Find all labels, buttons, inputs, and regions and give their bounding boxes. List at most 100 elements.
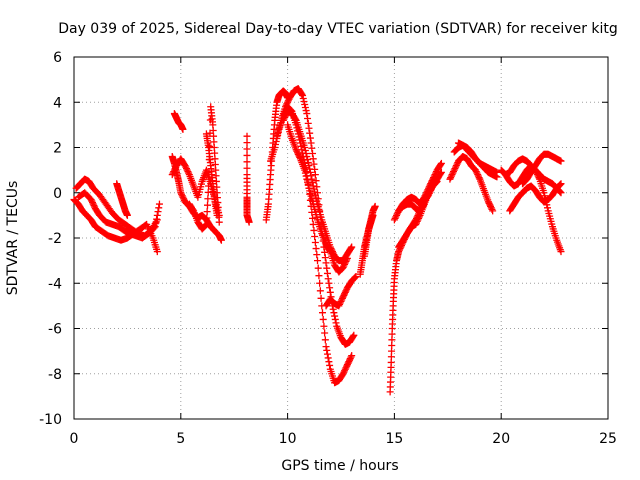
data-point bbox=[430, 174, 438, 182]
data-point bbox=[341, 259, 349, 267]
data-point bbox=[343, 361, 351, 369]
series-track-o bbox=[284, 121, 351, 276]
data-point bbox=[305, 124, 313, 132]
data-point bbox=[281, 113, 289, 121]
data-point bbox=[324, 275, 332, 283]
y-tick-label: 0 bbox=[53, 186, 62, 202]
data-point bbox=[320, 322, 328, 330]
data-point bbox=[326, 288, 334, 296]
data-point bbox=[87, 196, 95, 204]
data-point bbox=[352, 272, 360, 280]
data-point bbox=[344, 359, 352, 367]
data-point bbox=[324, 354, 332, 362]
data-point bbox=[488, 205, 496, 213]
data-point bbox=[321, 248, 329, 256]
data-point bbox=[189, 206, 197, 214]
data-point bbox=[543, 204, 551, 212]
series-track-p bbox=[322, 272, 360, 310]
data-point bbox=[205, 182, 213, 190]
x-tick-label: 10 bbox=[279, 431, 297, 447]
data-point bbox=[217, 236, 225, 244]
data-point bbox=[310, 185, 318, 193]
data-point bbox=[474, 172, 482, 180]
data-point bbox=[450, 166, 458, 174]
data-point bbox=[279, 116, 287, 124]
data-point bbox=[183, 166, 191, 174]
data-point bbox=[296, 153, 304, 161]
data-point bbox=[446, 175, 454, 183]
series-track-x bbox=[446, 153, 497, 215]
data-point bbox=[185, 169, 193, 177]
data-point bbox=[347, 353, 355, 361]
data-point bbox=[413, 217, 421, 225]
data-point bbox=[331, 315, 339, 323]
data-point bbox=[437, 168, 445, 176]
data-point bbox=[487, 202, 495, 210]
data-point bbox=[294, 149, 302, 157]
data-point bbox=[311, 191, 319, 199]
data-point bbox=[271, 140, 279, 148]
data-point bbox=[322, 259, 330, 267]
data-point bbox=[323, 350, 331, 358]
data-point bbox=[292, 146, 300, 154]
data-point bbox=[557, 157, 565, 165]
data-point bbox=[301, 169, 309, 177]
data-point bbox=[311, 232, 319, 240]
chart-title: Day 039 of 2025, Sidereal Day-to-day VTE… bbox=[58, 21, 618, 37]
data-point bbox=[203, 214, 211, 222]
data-point bbox=[343, 254, 351, 262]
data-points bbox=[70, 85, 565, 396]
data-point bbox=[181, 162, 189, 170]
data-point bbox=[431, 171, 439, 179]
data-point bbox=[178, 192, 186, 200]
data-point bbox=[304, 159, 312, 167]
data-point bbox=[432, 178, 440, 186]
data-point bbox=[311, 239, 319, 247]
data-point bbox=[346, 355, 354, 363]
data-point bbox=[341, 288, 349, 296]
data-point bbox=[449, 168, 457, 176]
data-point bbox=[202, 220, 210, 228]
data-point bbox=[472, 168, 480, 176]
data-point bbox=[484, 198, 492, 206]
data-point bbox=[533, 169, 541, 177]
data-point bbox=[452, 163, 460, 171]
data-point bbox=[429, 175, 437, 183]
data-point bbox=[420, 201, 428, 209]
data-point bbox=[301, 144, 309, 151]
data-point bbox=[89, 200, 97, 208]
data-point bbox=[281, 112, 289, 120]
y-tick-label: 2 bbox=[53, 141, 62, 157]
data-point bbox=[304, 119, 312, 127]
data-point bbox=[326, 361, 334, 369]
data-point bbox=[321, 329, 329, 337]
data-point bbox=[294, 150, 302, 158]
data-point bbox=[339, 370, 347, 378]
data-point bbox=[291, 115, 299, 123]
data-point bbox=[493, 173, 501, 181]
data-point bbox=[447, 172, 455, 180]
series-track-v bbox=[395, 200, 428, 215]
data-point bbox=[452, 162, 460, 170]
data-point bbox=[557, 189, 565, 197]
data-point bbox=[307, 139, 315, 147]
data-point bbox=[437, 160, 445, 168]
data-point bbox=[351, 273, 359, 281]
data-point bbox=[179, 193, 187, 201]
data-point bbox=[306, 134, 314, 142]
data-point bbox=[322, 343, 330, 351]
data-point bbox=[392, 213, 400, 221]
data-point bbox=[557, 248, 565, 256]
data-point bbox=[486, 201, 494, 209]
data-point bbox=[343, 362, 351, 370]
data-point bbox=[557, 180, 565, 188]
data-point bbox=[304, 178, 312, 186]
data-point bbox=[150, 224, 158, 232]
data-point bbox=[243, 158, 251, 166]
data-point bbox=[304, 156, 312, 164]
data-point bbox=[326, 284, 334, 292]
series-track-h bbox=[185, 103, 223, 233]
data-point bbox=[298, 90, 306, 98]
data-point bbox=[309, 150, 317, 158]
data-point bbox=[123, 211, 131, 219]
